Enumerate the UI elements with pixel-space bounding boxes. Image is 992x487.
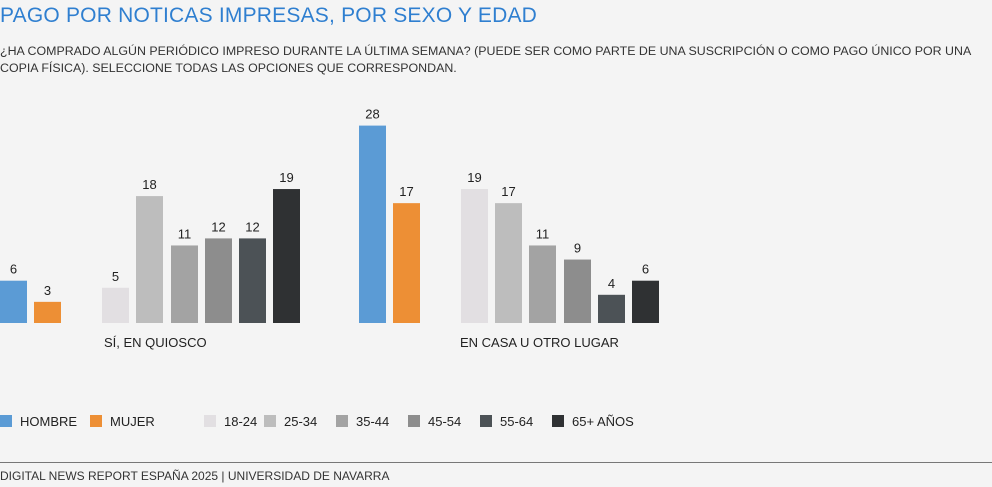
legend-label: 55-64: [500, 413, 534, 429]
data-label: 9: [574, 241, 581, 256]
footer-divider: [0, 462, 992, 463]
data-label: 17: [399, 184, 413, 199]
data-label: 12: [211, 219, 225, 234]
data-label: 5: [112, 269, 119, 284]
data-label: 12: [245, 219, 259, 234]
bar-chart: 6 28 3 17 5 19 18 17 11 11 12 9 12 4 19 6 SÍ, EN QUIOSCO…: [0, 107, 659, 350]
legend-swatch: [204, 415, 216, 427]
legend-swatch: [336, 415, 348, 427]
data-label: 3: [44, 283, 51, 298]
legend-label: 45-54: [428, 413, 462, 429]
bar-45-54-1: [564, 259, 591, 323]
legend-swatch: [90, 415, 102, 427]
legend-label: MUJER: [110, 413, 155, 429]
bar-mujer-1: [393, 203, 420, 323]
bar-55-64-0: [239, 238, 266, 323]
legend-label: 65+ AÑOS: [572, 413, 634, 429]
data-label: 4: [608, 276, 615, 291]
data-label: 18: [142, 177, 156, 192]
data-label: 19: [279, 170, 293, 185]
bar-35-44-1: [529, 245, 556, 323]
bar-mujer-0: [34, 301, 61, 323]
bar-45-54-0: [205, 238, 232, 323]
legend-swatch: [0, 415, 12, 427]
legend-swatch: [264, 415, 276, 427]
data-label: 11: [178, 226, 192, 241]
legend-label: HOMBRE: [20, 413, 78, 429]
category-label: SÍ, EN QUIOSCO: [104, 335, 207, 350]
legend-item: 35-44: [336, 411, 389, 431]
bar-55-64-1: [598, 294, 625, 323]
bar-65-a-os-1: [632, 280, 659, 323]
bar-18-24-0: [102, 287, 129, 323]
data-label: 28: [365, 107, 379, 122]
legend-item: HOMBRE: [0, 411, 77, 431]
bar-hombre-0: [0, 280, 27, 323]
bar-35-44-0: [171, 245, 198, 323]
legend-item: 65+ AÑOS: [552, 411, 634, 431]
data-label: 6: [642, 262, 649, 277]
legend-item: 25-34: [264, 411, 317, 431]
chart-subtitle: ¿HA COMPRADO ALGÚN PERIÓDICO IMPRESO DUR…: [0, 44, 971, 75]
data-label: 19: [467, 170, 481, 185]
bar-65-a-os-0: [273, 189, 300, 323]
legend-swatch: [552, 415, 564, 427]
legend-label: 25-34: [284, 413, 318, 429]
chart-title: PAGO POR NOTICAS IMPRESAS, POR SEXO Y ED…: [0, 4, 538, 27]
legend-label: 35-44: [356, 413, 390, 429]
bar-25-34-0: [136, 196, 163, 323]
chart-legend: HOMBRE MUJER 18-24 25-34 35-44 45-54 55-64 65+ …: [0, 411, 992, 431]
legend-swatch: [408, 415, 420, 427]
bar-18-24-1: [461, 189, 488, 323]
data-label: 6: [10, 262, 17, 277]
bar-25-34-1: [495, 203, 522, 323]
legend-label: 18-24: [224, 413, 258, 429]
legend-item: MUJER: [90, 411, 155, 431]
data-label: 17: [501, 184, 515, 199]
legend-item: 18-24: [204, 411, 257, 431]
legend-item: 55-64: [480, 411, 533, 431]
data-label: 11: [536, 226, 550, 241]
category-label: EN CASA U OTRO LUGAR: [460, 335, 619, 350]
footer-source: DIGITAL NEWS REPORT ESPAÑA 2025 | UNIVER…: [0, 469, 390, 483]
legend-swatch: [480, 415, 492, 427]
legend-item: 45-54: [408, 411, 461, 431]
bar-hombre-1: [359, 125, 386, 323]
